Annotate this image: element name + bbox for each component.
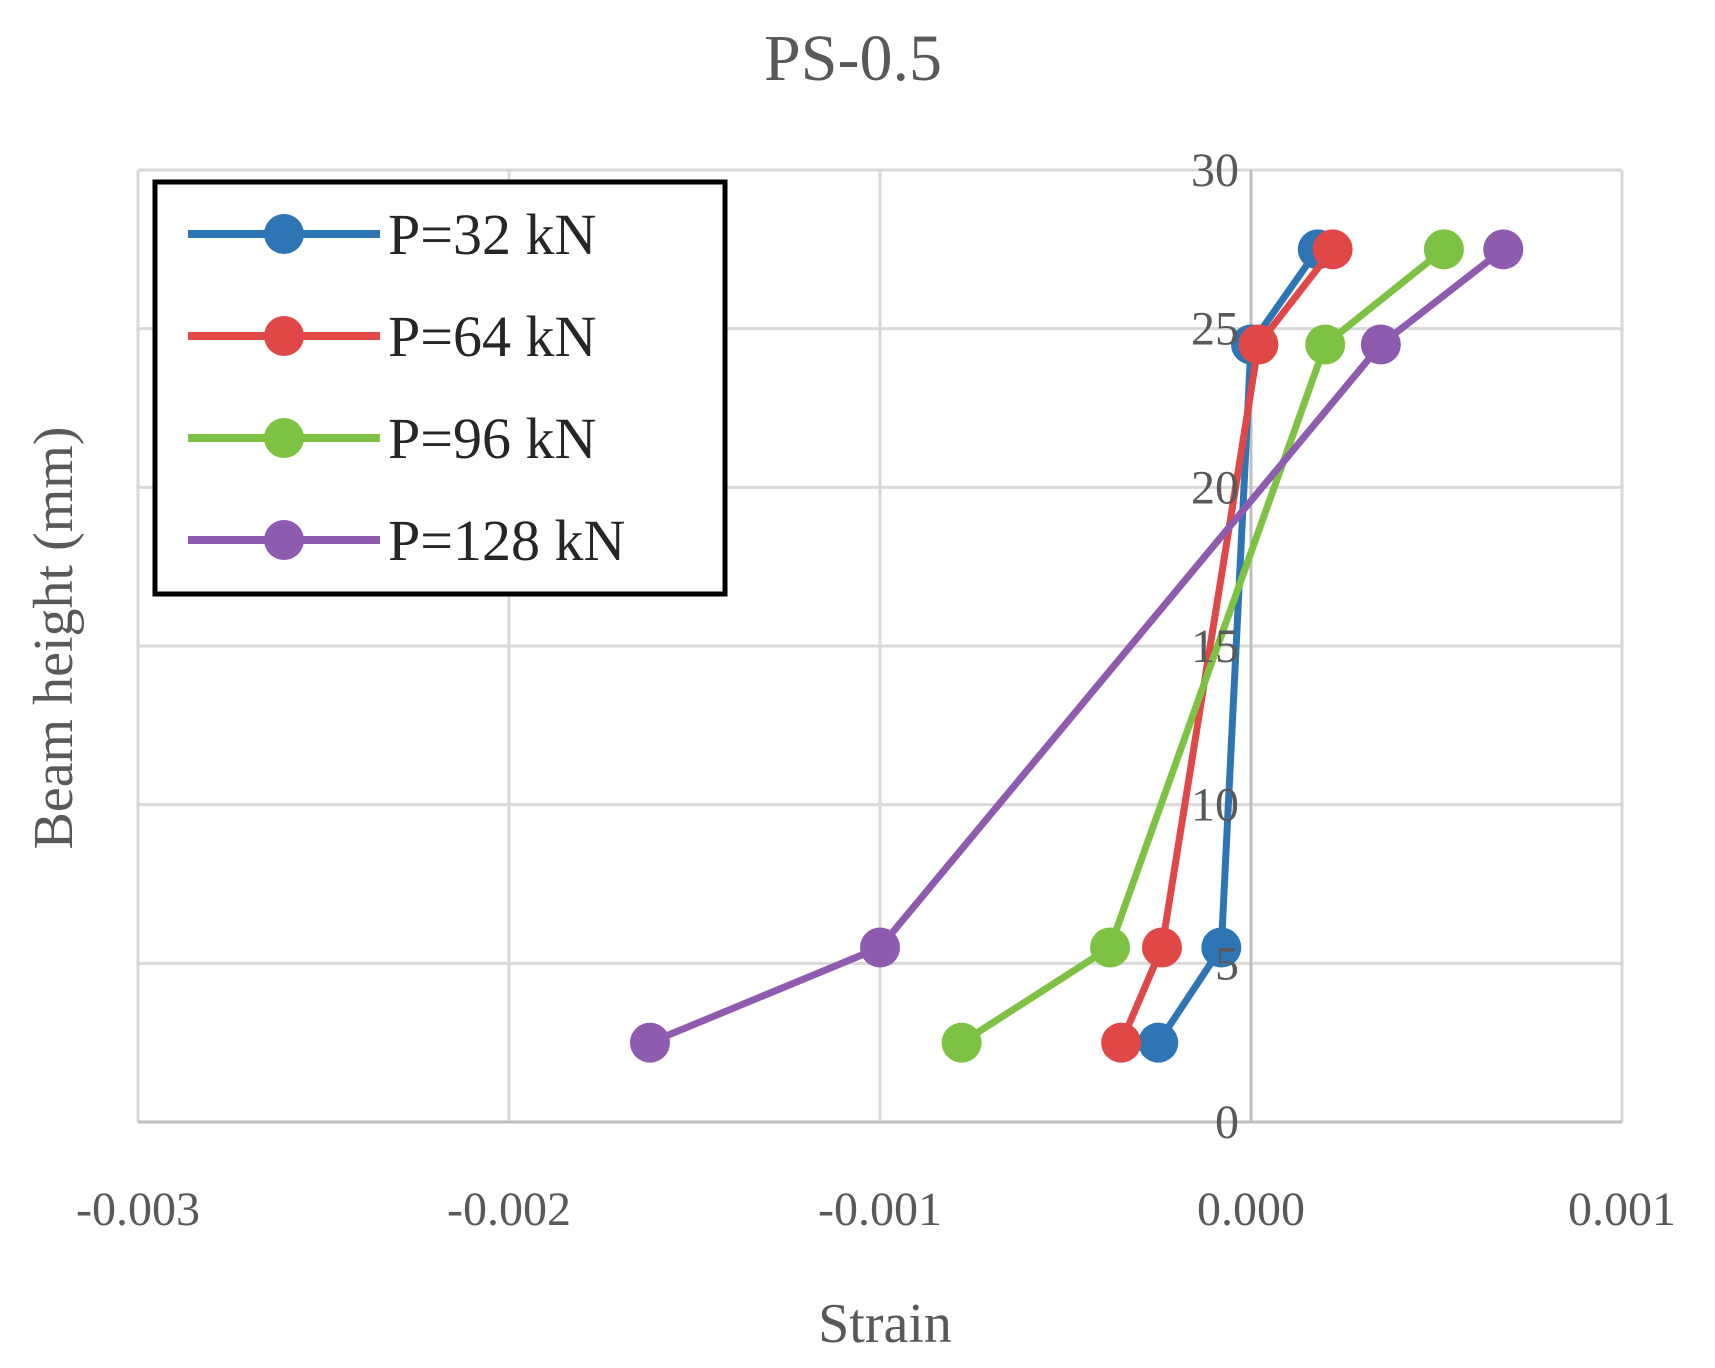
legend-marker	[264, 418, 304, 458]
x-axis-title: Strain	[818, 1293, 952, 1355]
legend-box	[152, 179, 728, 597]
x-tick-label: -0.002	[447, 1183, 571, 1236]
data-point	[1305, 324, 1346, 365]
series-line	[648, 246, 1506, 1046]
legend-marker	[264, 316, 304, 356]
x-tick-label: -0.003	[76, 1183, 200, 1236]
plot-series	[629, 229, 1524, 1063]
chart-title: PS-0.5	[764, 22, 942, 95]
x-tick-label: 0.001	[1568, 1183, 1676, 1236]
series-line	[1117, 247, 1336, 1045]
data-point	[1138, 1022, 1179, 1063]
x-tick-label: 0.000	[1197, 1183, 1305, 1236]
legend-label: P=64 kN	[388, 304, 596, 369]
data-point	[1141, 927, 1182, 968]
data-point	[1483, 229, 1524, 270]
legend-label: P=32 kN	[388, 202, 596, 267]
y-tick-label: 30	[1191, 144, 1239, 197]
data-point	[1360, 324, 1401, 365]
data-point	[941, 1022, 982, 1063]
y-tick-label: 5	[1215, 937, 1239, 990]
legend-marker	[264, 520, 304, 560]
series-line	[1155, 247, 1321, 1045]
legend-label: P=96 kN	[388, 406, 596, 471]
series-p-96-kn	[941, 229, 1464, 1063]
series-line	[959, 246, 1447, 1046]
legend-label: P=128 kN	[388, 508, 625, 573]
data-point	[1238, 324, 1279, 365]
series-p-128-kn	[629, 229, 1524, 1063]
y-tick-label: 15	[1191, 620, 1239, 673]
data-point	[1090, 927, 1131, 968]
y-tick-label: 20	[1191, 461, 1239, 514]
data-point	[1312, 229, 1353, 270]
data-point	[1101, 1022, 1142, 1063]
y-tick-label: 25	[1191, 303, 1239, 356]
data-point	[1201, 927, 1242, 968]
tick-labels: -0.003 -0.002 -0.001 0.000 0.001 0 5 10 15 20 25 30	[76, 144, 1676, 1236]
series-p-64-kn	[1101, 229, 1353, 1063]
data-point	[1423, 229, 1464, 270]
y-tick-label: 10	[1191, 779, 1239, 832]
x-tick-label: -0.001	[818, 1183, 942, 1236]
y-axis-title: Beam height (mm)	[23, 426, 85, 849]
data-point	[629, 1022, 670, 1063]
data-point	[860, 927, 900, 968]
legend: P=32 kN P=64 kN P=96 kN P=128 kN	[152, 179, 728, 597]
legend-marker	[264, 214, 304, 254]
y-tick-label: 0	[1215, 1096, 1239, 1149]
